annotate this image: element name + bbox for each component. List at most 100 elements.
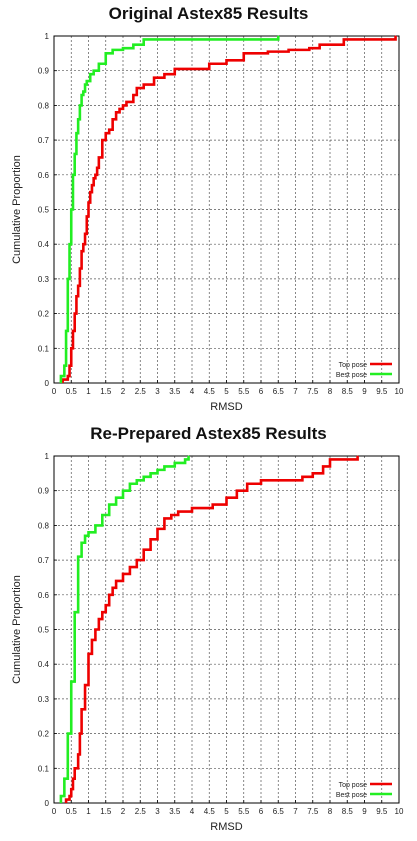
- series-point: [89, 73, 91, 75]
- x-tick-label: 9: [362, 387, 367, 396]
- series-point: [129, 483, 131, 485]
- series-point: [67, 375, 69, 377]
- series-point: [329, 458, 331, 461]
- series-point: [156, 528, 159, 530]
- series-point: [108, 503, 110, 506]
- series-line-best-pose: [59, 36, 280, 383]
- y-tick-label: 0.2: [38, 310, 50, 319]
- plot-area-reprepared: 0 0.5 1 1.5 2 2.5 3 3.5 4 4.5 5 5.5 6 6.5 7 7.5 8 8.5 9 9.5…: [11, 452, 404, 833]
- y-tick-label: 0: [45, 379, 50, 388]
- x-tick-label: 0: [52, 807, 57, 816]
- y-tick-label: 0.4: [38, 660, 50, 669]
- series-line-top-pose: [64, 456, 359, 803]
- series-point: [163, 73, 165, 75]
- chart-reprepared: Re-Prepared Astex85 Results 0 0.5 1 1.5 2 2.5…: [0, 420, 417, 840]
- series-point: [70, 347, 72, 349]
- y-tick-label: 1: [45, 452, 50, 461]
- series-point: [74, 611, 76, 613]
- x-tick-label: 4.5: [204, 807, 216, 816]
- series-point: [191, 507, 193, 509]
- series-point: [70, 680, 72, 683]
- y-tick-label: 0.5: [38, 626, 50, 635]
- series-point: [98, 156, 100, 159]
- x-tick-label: 7.5: [307, 387, 319, 396]
- series-point: [136, 479, 138, 481]
- series-point: [93, 70, 95, 72]
- x-tick-label: 5.5: [238, 807, 250, 816]
- x-axis-label: RMSD: [210, 821, 242, 833]
- x-tick-label: 6.5: [273, 807, 285, 816]
- series-point: [243, 52, 245, 54]
- legend-label: Best pose: [336, 792, 367, 799]
- series-point: [60, 795, 62, 797]
- series-line-best-pose: [59, 456, 190, 803]
- series-point: [170, 514, 172, 516]
- series-point: [81, 708, 83, 710]
- series-point: [122, 47, 124, 49]
- series-point: [91, 639, 93, 641]
- series-point: [91, 184, 93, 186]
- plot-area-original: 0 0.5 1 1.5 2 2.5 3 3.5 4 4.5 5 5.5 6 6.5 7 7.5 8 8.5 9 9.5…: [11, 32, 404, 413]
- series-point: [112, 587, 114, 589]
- x-tick-label: 5: [224, 387, 229, 396]
- series-point: [132, 94, 134, 96]
- series-point: [122, 490, 124, 492]
- series-point: [63, 778, 65, 780]
- y-tick-label: 0: [45, 799, 50, 808]
- series-point: [81, 542, 83, 544]
- series-point: [115, 111, 117, 113]
- series-point: [87, 201, 90, 204]
- series-point: [87, 531, 90, 533]
- series-point: [343, 38, 345, 41]
- x-tick-label: 9.5: [376, 807, 388, 816]
- series-point: [84, 233, 86, 235]
- series-point: [82, 90, 84, 93]
- x-tick-label: 3: [155, 387, 160, 396]
- series-point: [236, 490, 238, 492]
- x-tick-label: 4: [190, 387, 195, 396]
- x-axis-label: RMSD: [210, 401, 242, 413]
- series-point: [260, 479, 262, 481]
- series-point: [74, 313, 76, 315]
- x-tick-label: 6.5: [273, 387, 285, 396]
- series-point: [65, 330, 67, 332]
- series-point: [143, 549, 145, 551]
- series-point: [94, 524, 96, 526]
- series-point: [101, 514, 103, 516]
- series-line-top-pose: [61, 36, 397, 383]
- chart-original: Original Astex85 Results 0 0.5 1 1.5 2 2.5 3 3.…: [0, 0, 417, 420]
- series-point: [319, 44, 321, 46]
- series-point: [67, 733, 69, 735]
- series-point: [101, 139, 103, 141]
- legend-label: Best pose: [336, 372, 367, 379]
- series-point: [163, 517, 165, 520]
- x-tick-label: 3.5: [169, 387, 181, 396]
- series-point: [163, 465, 165, 468]
- series-point: [267, 51, 269, 53]
- x-tick-label: 3.5: [169, 807, 181, 816]
- x-tick-label: 0.5: [66, 387, 78, 396]
- series-point: [72, 330, 74, 332]
- x-tick-label: 5.5: [238, 387, 250, 396]
- series-point: [89, 191, 91, 193]
- x-tick-label: 1: [86, 387, 91, 396]
- series-point: [86, 215, 88, 218]
- series-point: [112, 118, 114, 120]
- chart-title: Re-Prepared Astex85 Results: [90, 424, 327, 443]
- y-tick-label: 0.6: [38, 171, 50, 180]
- y-axis-label: Cumulative Proportion: [11, 155, 23, 264]
- series-point: [84, 83, 86, 86]
- series-point: [115, 497, 117, 499]
- x-tick-label: 8: [328, 387, 333, 396]
- chart-title: Original Astex85 Results: [108, 4, 309, 23]
- series-point: [84, 535, 86, 537]
- series-point: [75, 295, 78, 297]
- x-tick-label: 8: [328, 807, 333, 816]
- y-tick-label: 0.9: [38, 67, 50, 76]
- series-point: [86, 80, 88, 82]
- series-point: [81, 250, 83, 252]
- series-point: [94, 628, 96, 631]
- y-tick-label: 0.9: [38, 487, 50, 496]
- series-point: [225, 497, 228, 499]
- series-point: [105, 604, 107, 606]
